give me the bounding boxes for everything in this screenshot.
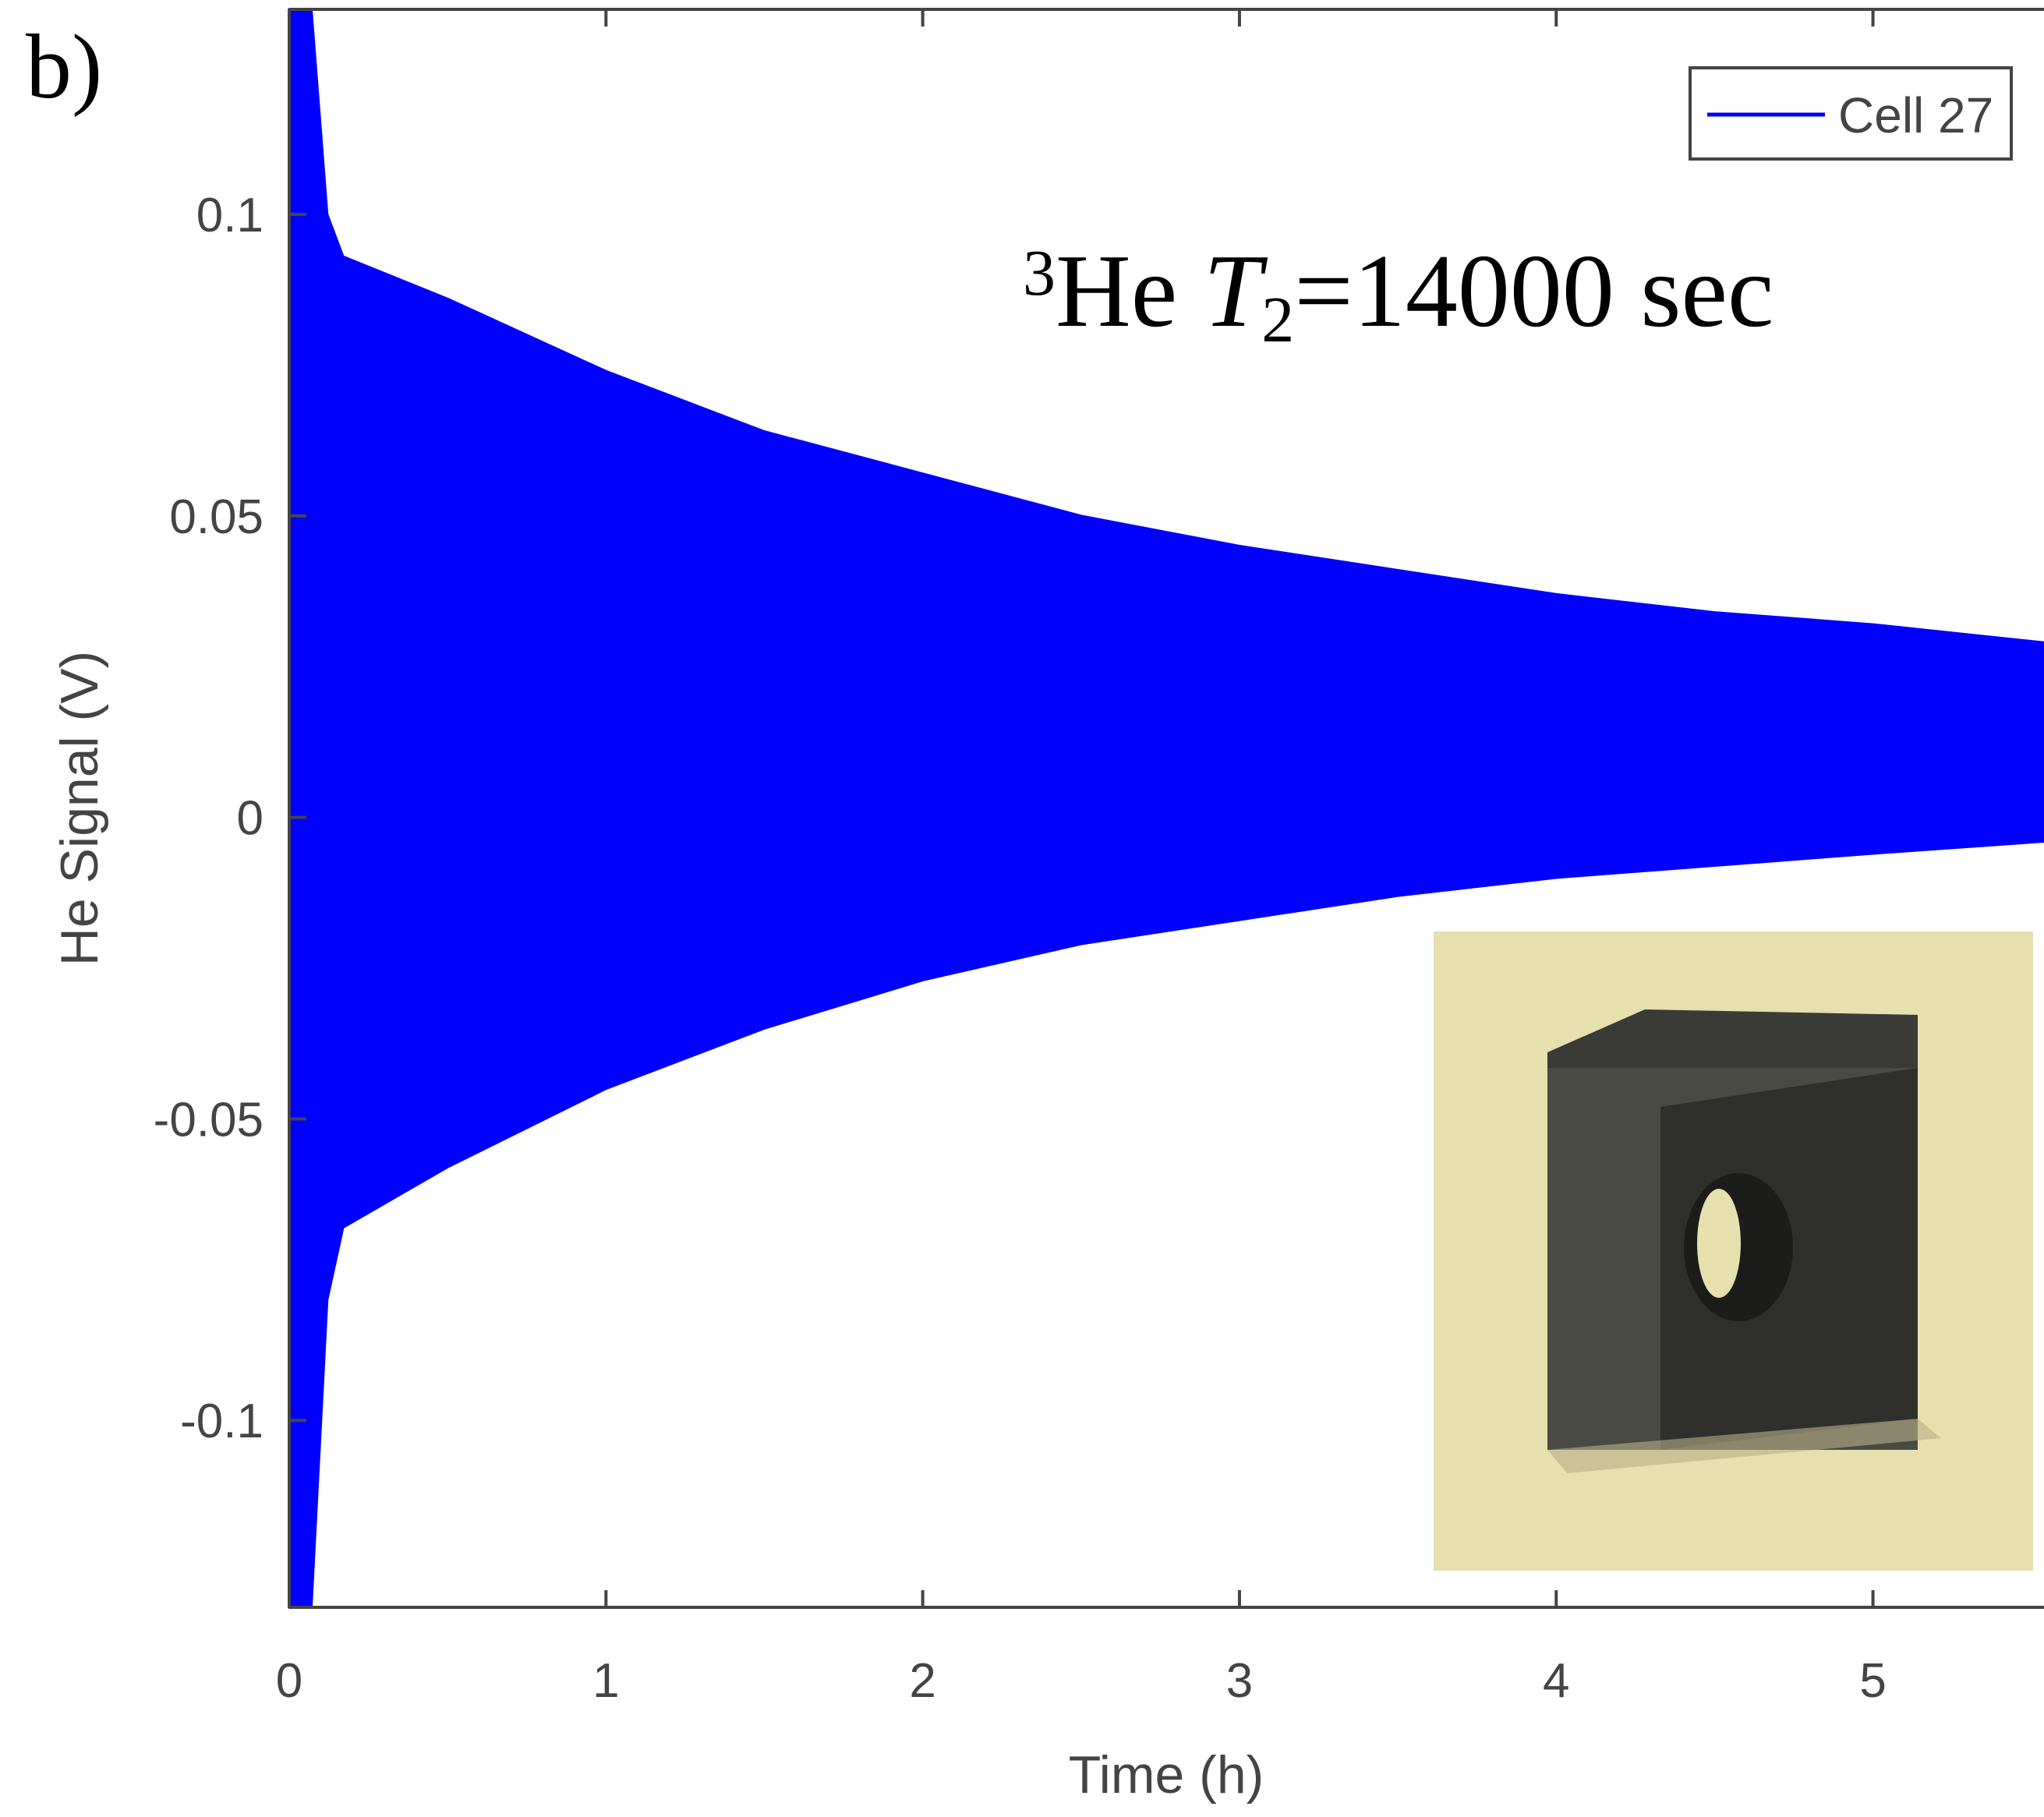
y-tick-label: 0.1	[196, 189, 263, 242]
x-tick-label: 2	[909, 1654, 935, 1708]
y-axis-label: He Signal (V)	[50, 651, 109, 966]
annotation-italic: T	[1204, 233, 1268, 348]
y-tick-label: 0.05	[169, 490, 263, 544]
x-axis-label: Time (h)	[1069, 1745, 1264, 1805]
inset-photo	[1434, 931, 2033, 1571]
y-tick-label: -0.05	[154, 1093, 263, 1147]
x-tick-label: 1	[592, 1654, 619, 1708]
y-tick-label: 0	[237, 792, 263, 846]
panel-label: b)	[26, 16, 102, 118]
annotation-text: He	[1056, 233, 1204, 348]
x-tick-label: 5	[1859, 1654, 1886, 1708]
x-tick-label: 4	[1543, 1654, 1569, 1708]
y-tick-label: -0.1	[180, 1395, 263, 1448]
legend-label: Cell 27	[1838, 87, 1993, 143]
signal-envelope	[288, 8, 2044, 819]
annotation-rest: =14000 sec	[1294, 233, 1773, 348]
x-tick-label: 3	[1226, 1654, 1253, 1708]
annotation-sup: 3	[1023, 237, 1056, 309]
signal-envelope	[288, 816, 2044, 1609]
x-tick-label: 0	[276, 1654, 302, 1708]
annotation: 3He T2=14000 sec	[1023, 233, 1773, 356]
annotation-sub: 2	[1261, 284, 1294, 356]
